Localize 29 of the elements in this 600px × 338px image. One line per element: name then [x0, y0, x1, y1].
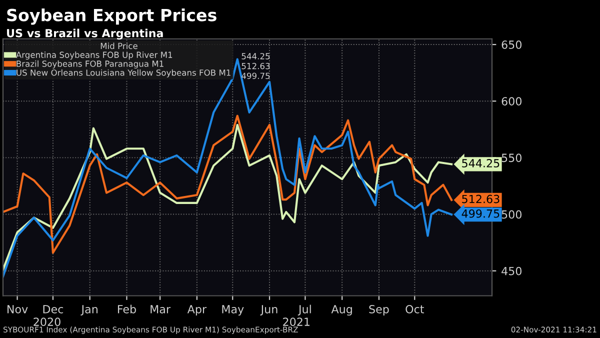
data-label: 544.25	[462, 159, 500, 168]
y-tick-label: 600	[502, 97, 522, 106]
legend-label: Argentina Soybeans FOB Up River M1	[16, 52, 172, 60]
x-tick-label: Jan	[80, 305, 98, 316]
x-tick-label: Feb	[118, 304, 136, 314]
x-tick-label: Dec	[43, 305, 64, 314]
chart-subtitle: US vs Brazil vs Argentina	[7, 28, 163, 40]
legend-label: US New Orleans Louisiana Yellow Soybeans FOB M1	[16, 69, 230, 78]
legend-label: Brazil Soybeans FOB Paranagua M1	[16, 60, 164, 68]
x-tick-label: Oct	[406, 304, 424, 314]
data-label: 499.75	[462, 209, 500, 218]
x-tick-label: Sep	[369, 304, 389, 316]
text: 2021	[283, 318, 310, 326]
x-tick-label: Nov	[8, 305, 28, 314]
legend-title: Mid Price	[100, 42, 138, 50]
y-tick-label: 450	[502, 266, 522, 276]
text: 2020	[34, 318, 60, 326]
x-tick-label: Mar	[150, 305, 171, 314]
y-tick-label: 650	[502, 40, 522, 49]
data-label: 512.63	[462, 194, 500, 204]
text: 544.25	[242, 53, 270, 60]
y-tick-label: 550	[502, 154, 522, 162]
x-tick-label: Jun	[260, 305, 278, 316]
x-tick-label: May	[222, 305, 244, 316]
x-tick-label: Apr	[187, 305, 207, 316]
text: 512.63	[242, 62, 270, 70]
x-tick-label: Aug	[331, 305, 352, 316]
x-tick-label: Jul	[298, 304, 311, 316]
chart-title: Soybean Export Prices	[7, 8, 216, 25]
